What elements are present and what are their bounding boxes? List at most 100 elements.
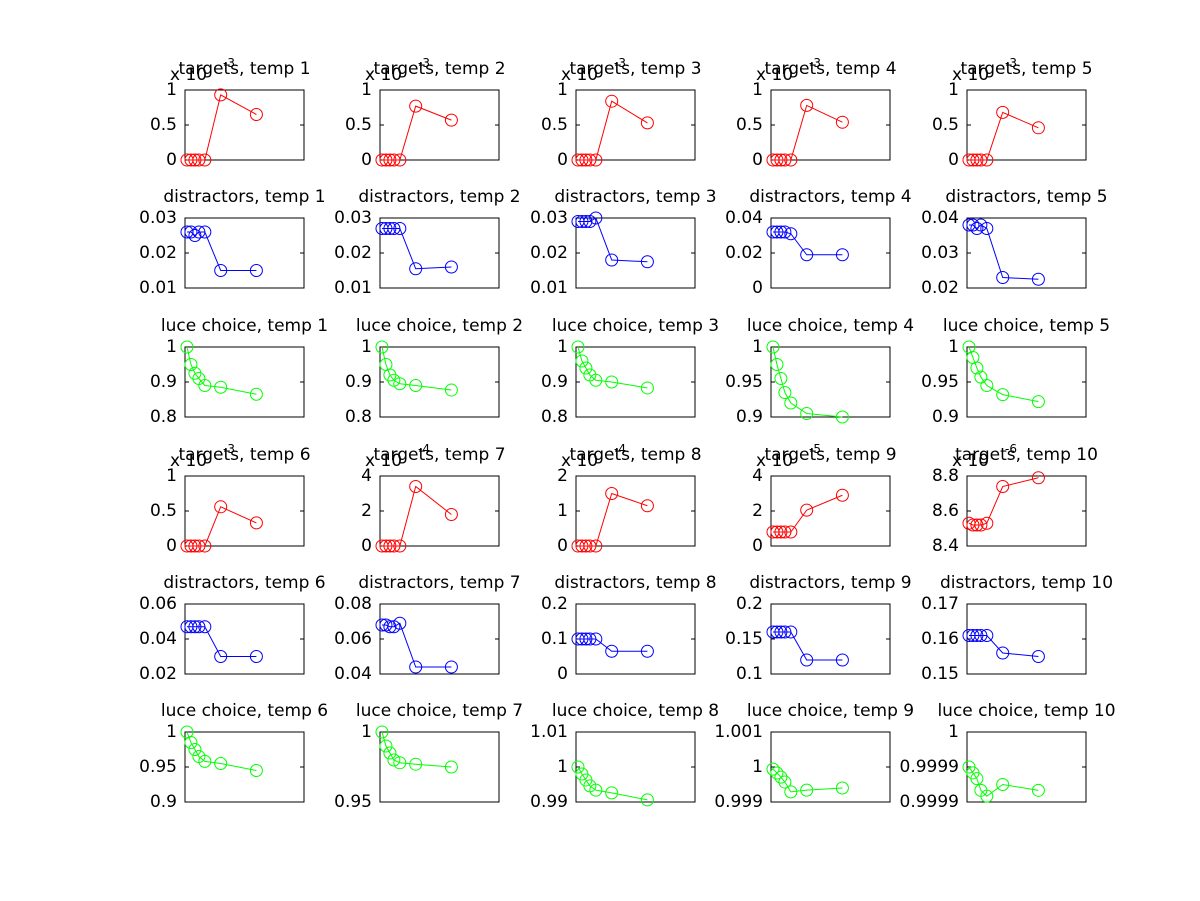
data-point xyxy=(1031,121,1045,135)
y-tick-label: 8.4 xyxy=(932,536,959,556)
data-point xyxy=(184,225,198,239)
subplot-title: distractors, temp 5 xyxy=(945,187,1107,207)
subplot-title: targets, temp 10 xyxy=(955,445,1098,465)
data-point xyxy=(198,225,212,239)
data-point xyxy=(1031,272,1045,286)
subplot-title: targets, temp 3 xyxy=(569,59,701,79)
y-tick-label: 4 xyxy=(752,466,763,486)
multiplier-base: x 10 xyxy=(756,65,793,85)
data-point xyxy=(575,215,589,228)
data-point xyxy=(579,361,593,375)
data-point xyxy=(409,660,423,674)
data-point xyxy=(605,644,619,658)
data-point xyxy=(800,248,814,262)
y-tick-label: 0 xyxy=(752,278,763,298)
data-point xyxy=(393,377,407,391)
data-point xyxy=(249,387,263,401)
y-tick-label: 0.16 xyxy=(921,629,959,649)
multiplier-exponent: -3 xyxy=(809,56,821,70)
data-point xyxy=(835,781,849,795)
data-point xyxy=(383,539,397,553)
axes-box xyxy=(770,346,891,418)
data-point xyxy=(800,98,814,112)
y-tick-label: 0.17 xyxy=(921,594,959,614)
y-tick-label: 0.03 xyxy=(139,208,177,228)
y-tick-label: 1 xyxy=(948,722,959,742)
data-point xyxy=(409,379,423,392)
data-point xyxy=(379,153,393,167)
data-point xyxy=(970,153,984,167)
series-line xyxy=(577,217,648,263)
y-tick-label: 0 xyxy=(948,150,959,170)
y-tick-label: 0.15 xyxy=(921,664,959,684)
subplot-title: distractors, temp 7 xyxy=(358,573,520,593)
y-tick-label: 0.8 xyxy=(541,407,568,427)
data-point xyxy=(770,525,784,539)
multiplier-base: x 10 xyxy=(365,65,402,85)
y-tick-label: 2 xyxy=(361,501,372,521)
axes-box xyxy=(379,89,500,161)
data-point xyxy=(996,105,1010,119)
multiplier-base: x 10 xyxy=(170,451,207,471)
data-point xyxy=(379,539,393,553)
data-point xyxy=(589,539,603,553)
y-tick-label: 0.5 xyxy=(932,115,959,135)
y-tick-label: 1 xyxy=(752,337,763,357)
axes-box xyxy=(575,217,696,289)
data-point xyxy=(778,153,792,167)
y-tick-label: 0.99 xyxy=(530,792,568,812)
data-point xyxy=(214,650,228,663)
data-point xyxy=(579,632,593,646)
data-point xyxy=(583,632,597,646)
subplot-title: distractors, temp 10 xyxy=(940,573,1113,593)
y-tick-label: 1 xyxy=(948,80,959,100)
data-point xyxy=(996,480,1010,493)
data-point xyxy=(444,760,458,774)
data-point xyxy=(379,222,393,235)
data-point xyxy=(778,225,792,239)
axes-box xyxy=(184,475,305,547)
y-tick-label: 0.02 xyxy=(139,664,177,684)
data-point xyxy=(249,764,263,777)
y-tick-label: 0 xyxy=(557,536,568,556)
axes-box xyxy=(575,89,696,161)
multiplier-base: x 10 xyxy=(365,451,402,471)
series-line xyxy=(968,766,1039,797)
data-point xyxy=(835,410,849,424)
y-tick-label: 1 xyxy=(361,722,372,742)
data-point xyxy=(980,222,994,235)
data-point xyxy=(375,340,389,354)
data-point xyxy=(192,539,206,553)
data-point xyxy=(379,739,393,753)
y-tick-label: 0.01 xyxy=(530,278,568,298)
series-line xyxy=(968,346,1039,403)
multiplier-exponent: -6 xyxy=(1005,442,1017,456)
data-point xyxy=(996,271,1010,284)
subplot-title: targets, temp 1 xyxy=(178,59,310,79)
data-point xyxy=(214,757,228,770)
axes-box xyxy=(770,603,891,675)
data-point xyxy=(770,625,784,639)
data-point xyxy=(800,503,814,517)
y-tick-label: 0.9999 xyxy=(900,792,959,812)
data-point xyxy=(766,340,780,354)
data-point xyxy=(778,386,792,399)
data-point xyxy=(778,775,792,789)
data-point xyxy=(387,753,401,767)
y-tick-label: 8.8 xyxy=(932,466,959,486)
data-point xyxy=(835,653,849,667)
subplot-title: luce choice, temp 4 xyxy=(747,316,914,336)
axes-box xyxy=(966,89,1087,161)
data-point xyxy=(605,253,619,267)
data-point xyxy=(444,113,458,127)
y-tick-label: 0.8 xyxy=(345,407,372,427)
data-point xyxy=(605,94,619,108)
data-point xyxy=(579,539,593,553)
data-point xyxy=(784,396,798,410)
subplot-title: targets, temp 7 xyxy=(373,445,505,465)
y-tick-label: 0.9999 xyxy=(900,757,959,777)
data-point xyxy=(605,487,619,500)
axes-box xyxy=(770,89,891,161)
y-tick-label: 0.2 xyxy=(541,594,568,614)
subplot-title: distractors, temp 2 xyxy=(358,187,520,207)
